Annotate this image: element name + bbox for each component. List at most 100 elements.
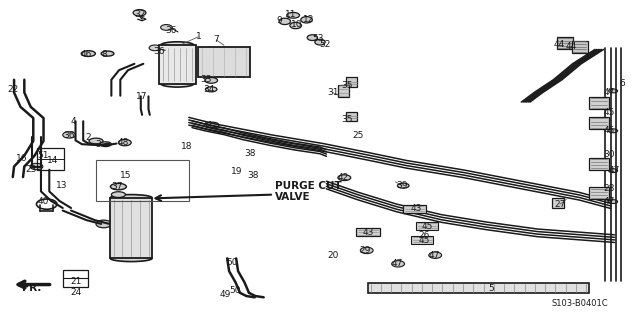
Text: 31: 31 [327, 88, 339, 97]
Text: 14: 14 [47, 156, 58, 165]
Text: 25: 25 [353, 131, 364, 140]
Bar [411, 236, 433, 244]
Text: 33: 33 [200, 75, 212, 84]
Bar [37, 148, 64, 170]
Circle shape [161, 25, 172, 30]
Bar [63, 270, 88, 287]
Text: 13: 13 [56, 181, 68, 189]
Ellipse shape [397, 183, 409, 188]
Ellipse shape [100, 142, 111, 147]
Text: 11: 11 [285, 10, 297, 19]
Ellipse shape [206, 53, 242, 71]
Text: 43: 43 [362, 228, 374, 237]
Bar [198, 47, 250, 77]
Ellipse shape [301, 17, 312, 23]
Circle shape [63, 132, 76, 138]
Ellipse shape [205, 87, 217, 92]
Ellipse shape [307, 35, 317, 41]
Text: 6: 6 [620, 79, 625, 88]
Text: 2: 2 [86, 133, 91, 142]
Text: 10: 10 [291, 20, 302, 29]
Text: 35: 35 [341, 115, 353, 124]
Bar [589, 187, 609, 199]
Text: 35: 35 [341, 81, 353, 90]
Text: 27: 27 [554, 200, 566, 209]
Text: 46: 46 [81, 50, 92, 59]
Ellipse shape [161, 42, 194, 49]
Circle shape [149, 45, 161, 51]
Text: 18: 18 [181, 142, 193, 151]
Ellipse shape [315, 39, 325, 45]
Bar [159, 45, 196, 84]
Bar [368, 283, 589, 293]
Text: 45: 45 [604, 126, 615, 135]
Ellipse shape [206, 122, 219, 128]
Text: 44: 44 [553, 40, 564, 48]
Ellipse shape [101, 51, 114, 56]
Circle shape [360, 247, 373, 254]
Text: 24: 24 [70, 288, 82, 297]
Text: 34: 34 [204, 85, 215, 94]
Text: 19: 19 [231, 167, 243, 176]
Ellipse shape [205, 78, 218, 83]
Text: 5: 5 [489, 284, 494, 293]
Ellipse shape [110, 255, 152, 262]
Text: 44: 44 [566, 42, 577, 51]
Text: 52: 52 [319, 40, 331, 48]
Bar [589, 158, 609, 170]
Text: 15: 15 [120, 171, 132, 180]
Text: 50: 50 [226, 258, 237, 267]
Bar [346, 77, 357, 87]
Bar [96, 160, 189, 201]
Text: 36: 36 [153, 47, 164, 56]
Text: 39: 39 [396, 181, 408, 190]
Text: 41: 41 [202, 121, 214, 130]
Ellipse shape [161, 80, 194, 87]
Text: 38: 38 [244, 149, 255, 158]
Text: 9: 9 [277, 16, 282, 25]
Bar [356, 228, 380, 236]
Text: 47: 47 [604, 197, 615, 206]
Bar [589, 117, 609, 129]
Text: 50: 50 [230, 286, 241, 295]
Text: 48: 48 [117, 138, 129, 147]
Text: 47: 47 [604, 88, 615, 97]
Ellipse shape [81, 51, 95, 56]
Text: 45: 45 [419, 236, 430, 245]
Ellipse shape [290, 22, 301, 29]
Text: 47: 47 [609, 166, 620, 175]
Text: 16: 16 [16, 154, 28, 163]
Text: 32: 32 [134, 10, 145, 19]
Text: 51: 51 [38, 151, 49, 160]
Circle shape [96, 220, 111, 228]
Text: 47: 47 [428, 251, 440, 260]
Text: 3: 3 [95, 140, 100, 149]
Text: 42: 42 [337, 173, 349, 182]
Text: 26: 26 [419, 231, 430, 240]
Bar [416, 222, 438, 230]
Bar [557, 37, 573, 49]
Text: 23: 23 [25, 165, 36, 174]
Ellipse shape [279, 18, 291, 25]
Bar [589, 97, 609, 109]
Text: 4: 4 [71, 117, 76, 126]
Text: 17: 17 [136, 92, 147, 101]
Text: 30: 30 [604, 150, 615, 159]
Ellipse shape [89, 138, 103, 144]
Text: 53: 53 [312, 34, 324, 43]
Text: 12: 12 [303, 15, 315, 24]
Ellipse shape [609, 129, 618, 133]
Text: 22: 22 [7, 85, 19, 94]
Ellipse shape [110, 195, 152, 201]
Bar [110, 198, 152, 258]
Ellipse shape [338, 175, 351, 181]
Ellipse shape [609, 89, 618, 93]
Text: 47: 47 [391, 259, 403, 268]
Ellipse shape [609, 200, 618, 204]
Circle shape [118, 139, 131, 146]
Text: 43: 43 [410, 204, 422, 213]
Bar [403, 205, 426, 213]
Bar [572, 41, 588, 53]
Text: 1: 1 [196, 32, 201, 41]
Text: PURGE CUT
VALVE: PURGE CUT VALVE [275, 181, 342, 202]
